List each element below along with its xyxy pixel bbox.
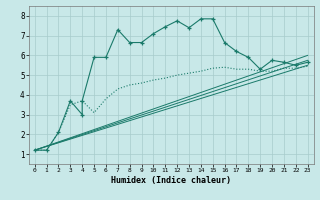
X-axis label: Humidex (Indice chaleur): Humidex (Indice chaleur) — [111, 176, 231, 185]
